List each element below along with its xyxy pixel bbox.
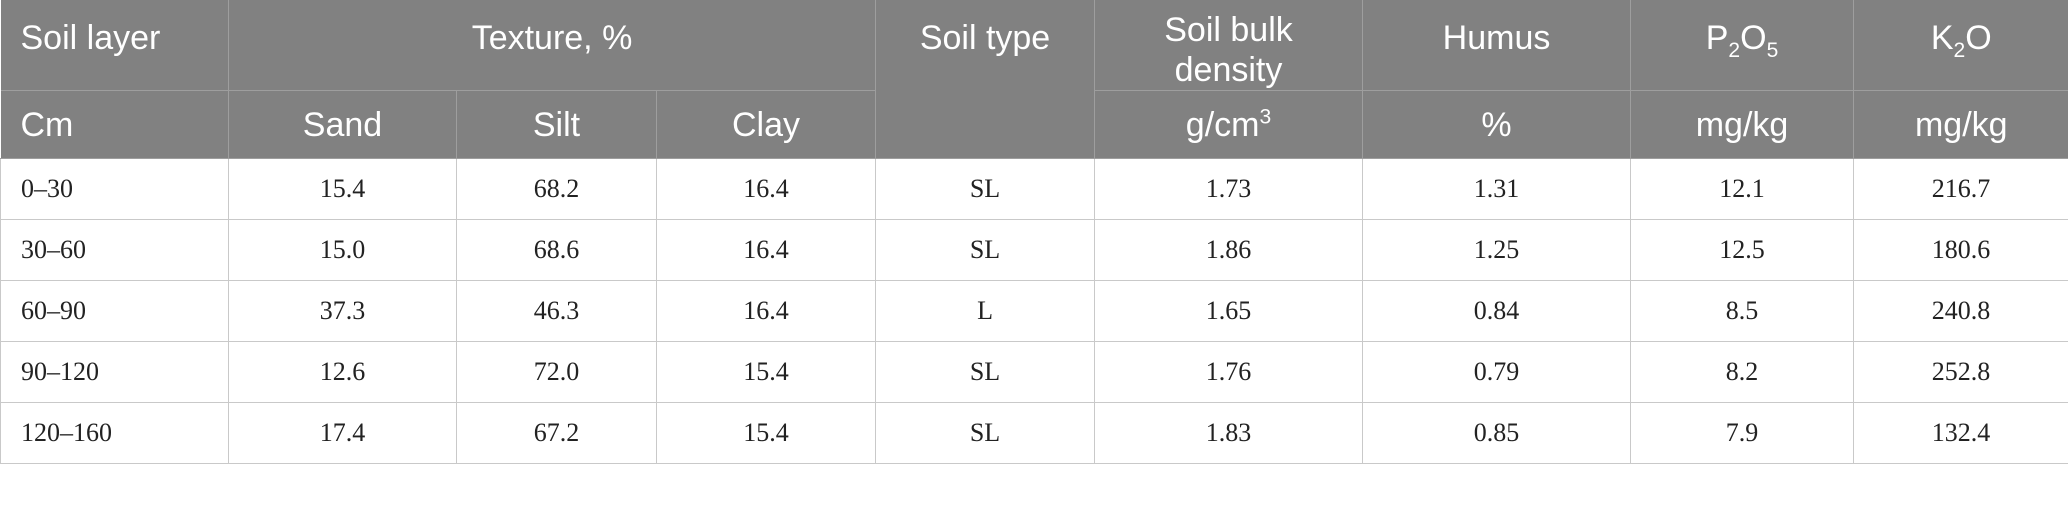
header-row-1: Soil layer Texture, % Soil type Soil bul… <box>0 0 2068 159</box>
cell-humus: 1.31 <box>1362 158 1632 220</box>
cell-p2o5: 12.1 <box>1630 158 1855 220</box>
table-row: 90–120 12.6 72.0 15.4 SL 1.76 0.79 8.2 2… <box>0 341 2068 403</box>
table-row: 60–90 37.3 46.3 16.4 L 1.65 0.84 8.5 240… <box>0 280 2068 342</box>
cell-soil-type: SL <box>875 219 1096 281</box>
cell-humus: 1.25 <box>1362 219 1632 281</box>
cell-sand: 15.0 <box>228 219 457 281</box>
cell-k2o: 240.8 <box>1853 280 2068 342</box>
cell-soil-type: SL <box>875 402 1096 464</box>
header-silt: Silt <box>456 90 657 159</box>
p2o5-p: P <box>1705 19 1729 57</box>
header-bulk-density: Soil bulk density <box>1094 0 1364 91</box>
soil-properties-table: Soil layer Texture, % Soil type Soil bul… <box>0 0 2068 464</box>
cell-silt: 68.6 <box>456 219 657 281</box>
cell-sand: 15.4 <box>228 158 457 220</box>
table-row: 120–160 17.4 67.2 15.4 SL 1.83 0.85 7.9 … <box>0 402 2068 464</box>
cell-silt: 68.2 <box>456 158 657 220</box>
cell-soil-type: L <box>875 280 1096 342</box>
cell-sand: 37.3 <box>228 280 457 342</box>
header-soil-type: Soil type <box>875 0 1096 159</box>
cell-bulk-density: 1.86 <box>1094 219 1364 281</box>
cell-clay: 16.4 <box>656 158 877 220</box>
cell-humus: 0.79 <box>1362 341 1632 403</box>
cell-layer: 60–90 <box>0 280 229 342</box>
header-p2o5: P2O5 <box>1630 0 1855 91</box>
cell-layer: 0–30 <box>0 158 229 220</box>
cell-clay: 16.4 <box>656 219 877 281</box>
header-humus: Humus <box>1362 0 1632 91</box>
cell-silt: 67.2 <box>456 402 657 464</box>
cell-humus: 0.84 <box>1362 280 1632 342</box>
cell-soil-type: SL <box>875 158 1096 220</box>
cell-k2o: 180.6 <box>1853 219 2068 281</box>
cell-sand: 17.4 <box>228 402 457 464</box>
cell-p2o5: 12.5 <box>1630 219 1855 281</box>
cell-k2o: 216.7 <box>1853 158 2068 220</box>
header-humus-unit: % <box>1362 90 1632 159</box>
header-p2o5-unit: mg/kg <box>1630 90 1855 159</box>
k2o-k: K <box>1930 19 1954 57</box>
bulk-density-unit-sup: 3 <box>1259 105 1272 129</box>
table-row: 30–60 15.0 68.6 16.4 SL 1.86 1.25 12.5 1… <box>0 219 2068 281</box>
cell-p2o5: 7.9 <box>1630 402 1855 464</box>
table-row: 0–30 15.4 68.2 16.4 SL 1.73 1.31 12.1 21… <box>0 158 2068 220</box>
k2o-o: O <box>1965 19 1992 57</box>
cell-silt: 72.0 <box>456 341 657 403</box>
k2o-sub-2: 2 <box>1953 38 1966 62</box>
header-k2o: K2O <box>1853 0 2068 91</box>
header-sand: Sand <box>228 90 457 159</box>
cell-p2o5: 8.5 <box>1630 280 1855 342</box>
cell-bulk-density: 1.76 <box>1094 341 1364 403</box>
cell-bulk-density: 1.83 <box>1094 402 1364 464</box>
header-row-2: Cm Sand Silt Clay g/cm3 % mg/kg mg/kg <box>0 90 2068 159</box>
cell-p2o5: 8.2 <box>1630 341 1855 403</box>
cell-k2o: 252.8 <box>1853 341 2068 403</box>
cell-clay: 15.4 <box>656 402 877 464</box>
cell-layer: 30–60 <box>0 219 229 281</box>
cell-layer: 120–160 <box>0 402 229 464</box>
cell-sand: 12.6 <box>228 341 457 403</box>
cell-clay: 16.4 <box>656 280 877 342</box>
header-cm: Cm <box>0 90 229 159</box>
p2o5-sub-5: 5 <box>1766 38 1779 62</box>
cell-k2o: 132.4 <box>1853 402 2068 464</box>
header-clay: Clay <box>656 90 877 159</box>
cell-silt: 46.3 <box>456 280 657 342</box>
cell-layer: 90–120 <box>0 341 229 403</box>
header-soil-layer: Soil layer <box>0 0 229 91</box>
cell-humus: 0.85 <box>1362 402 1632 464</box>
cell-bulk-density: 1.65 <box>1094 280 1364 342</box>
cell-clay: 15.4 <box>656 341 877 403</box>
cell-soil-type: SL <box>875 341 1096 403</box>
p2o5-sub-2: 2 <box>1728 38 1741 62</box>
header-k2o-unit: mg/kg <box>1853 90 2068 159</box>
header-texture: Texture, % <box>228 0 877 91</box>
header-bulk-density-unit: g/cm3 <box>1094 90 1364 159</box>
p2o5-o: O <box>1740 19 1767 57</box>
cell-bulk-density: 1.73 <box>1094 158 1364 220</box>
bulk-density-unit-base: g/cm <box>1185 105 1260 144</box>
